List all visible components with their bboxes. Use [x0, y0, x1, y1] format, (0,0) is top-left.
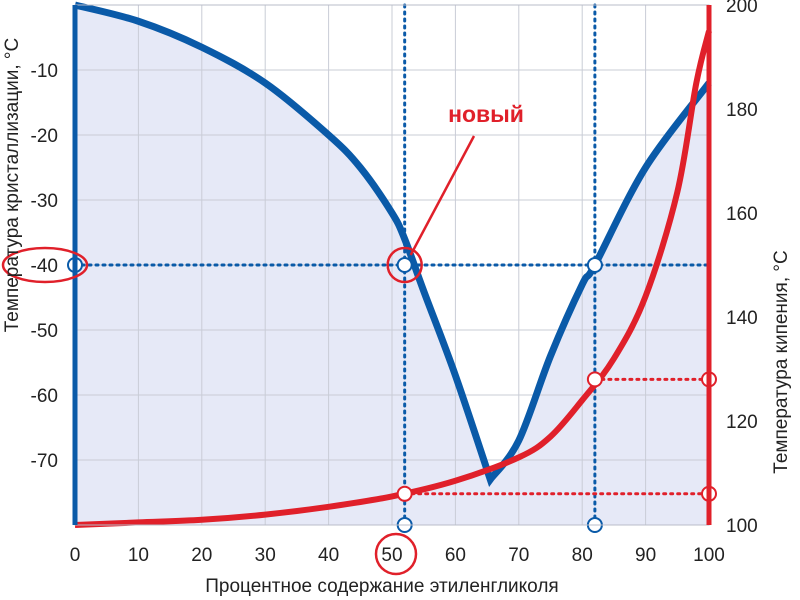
y-left-tick-label: -10	[31, 61, 58, 82]
x-tick-label: 40	[318, 545, 339, 566]
series-line-crystallization	[74, 1, 712, 488]
series-layer	[74, 1, 712, 528]
y-left-axis-title: Температура кристаллизации, °C	[2, 38, 23, 332]
data-marker	[396, 485, 413, 502]
x-tick-label: 90	[635, 545, 656, 566]
y-right-tick-label: 120	[726, 412, 758, 433]
x-tick-label: 70	[508, 545, 529, 566]
tick-labels: 0 10 20 30 40 50 60 70 80 90 100 -10 -20 -30 -40 -50 -60…	[31, 0, 758, 566]
x-tick-label: 20	[191, 545, 212, 566]
x-tick-label: 50	[381, 545, 402, 566]
y-left-tick-label: -70	[31, 451, 58, 472]
y-right-tick-label: 140	[726, 308, 758, 329]
annotation-label: новый	[448, 101, 524, 127]
x-tick-label: 0	[70, 545, 81, 566]
x-tick-label: 80	[572, 545, 593, 566]
highlight-circle	[386, 246, 423, 284]
y-right-axis-title: Температура кипения, °C	[771, 250, 792, 473]
x-tick-label: 60	[445, 545, 466, 566]
y-left-tick-label: -20	[31, 126, 58, 147]
data-marker	[586, 371, 603, 388]
frame-layer	[72, 4, 712, 526]
highlight-layer	[1, 246, 423, 576]
y-left-tick-label: -50	[31, 321, 58, 342]
y-left-tick-label: -40	[31, 256, 58, 277]
data-marker	[586, 257, 603, 273]
x-tick-label: 10	[128, 545, 149, 566]
highlight-circle	[1, 246, 89, 284]
data-marker	[396, 257, 413, 273]
y-right-tick-label: 180	[726, 100, 758, 121]
x-tick-label: 30	[255, 545, 276, 566]
series-line-boiling	[74, 30, 712, 528]
y-right-tick-label: 200	[726, 0, 758, 17]
x-tick-label: 100	[693, 545, 725, 566]
annotation-pointer	[409, 135, 476, 256]
highlight-circle	[374, 532, 418, 576]
marker-layer	[67, 257, 717, 533]
y-left-tick-label: -60	[31, 386, 58, 407]
x-axis-title: Процентное содержание этиленгликоля	[205, 576, 558, 597]
y-left-tick-label: -30	[31, 191, 58, 212]
y-right-tick-label: 160	[726, 204, 758, 225]
y-right-tick-label: 100	[726, 516, 758, 537]
